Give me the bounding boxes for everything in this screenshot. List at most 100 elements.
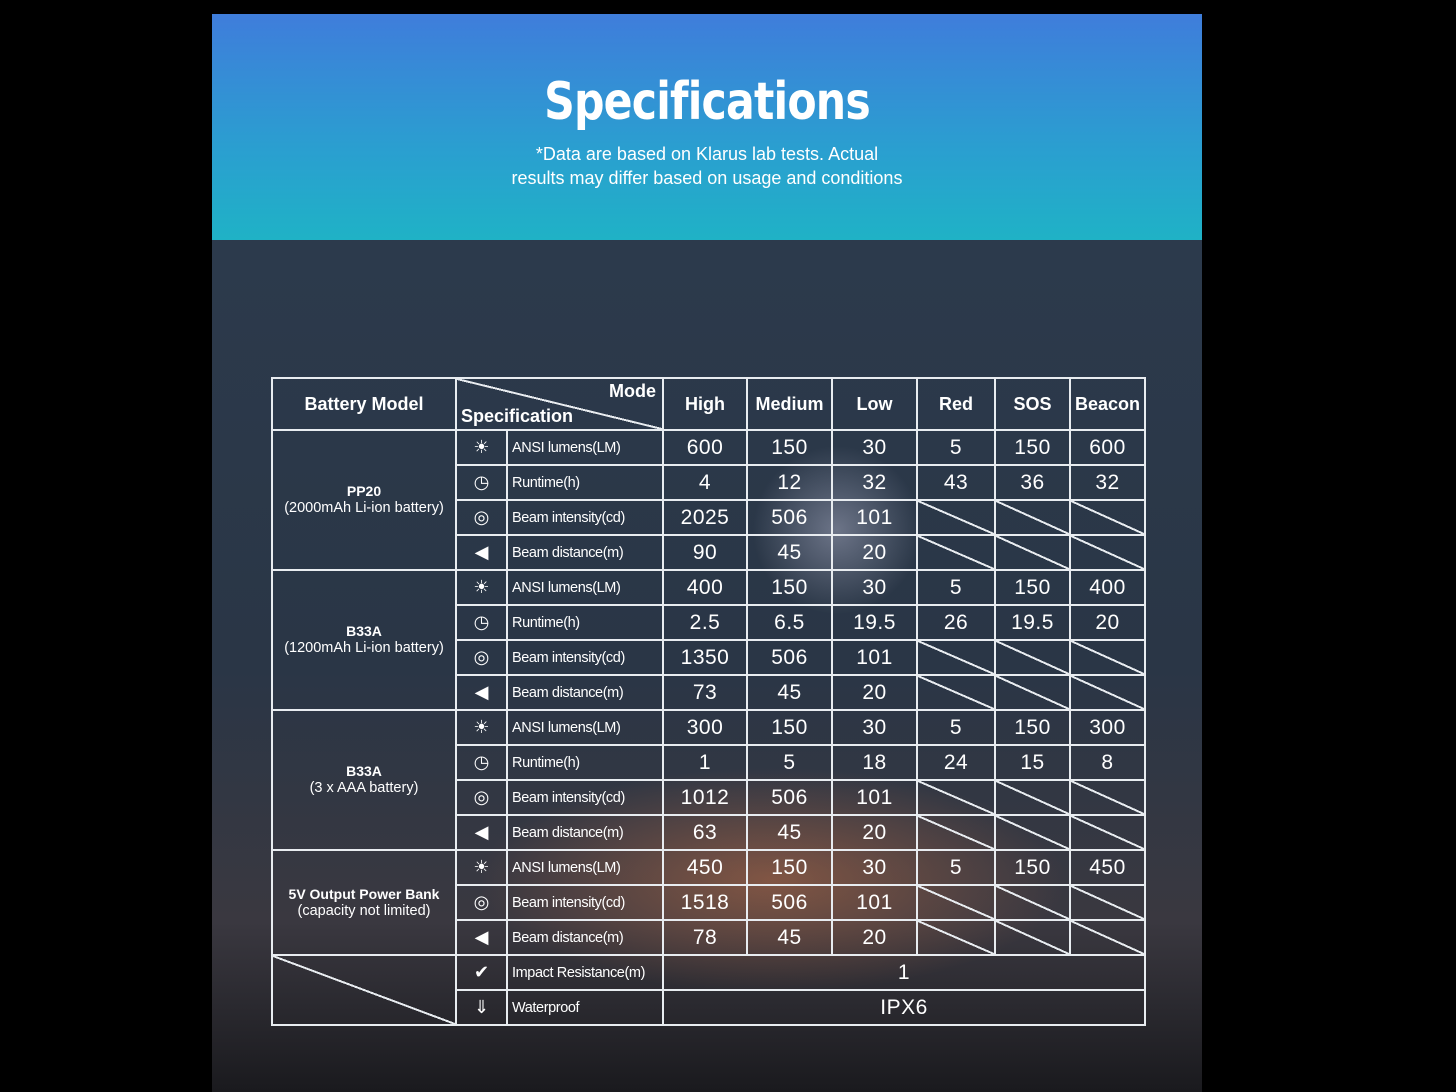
spec-label: Beam intensity(cd) [506, 884, 664, 921]
battery-name: B33A [346, 763, 382, 779]
value-cell: 5 [916, 569, 996, 606]
battery-model-cell: 5V Output Power Bank (capacity not limite… [271, 849, 457, 956]
value-cell: 30 [831, 849, 918, 886]
mode-header: SOS [994, 377, 1071, 431]
mode-header: Low [831, 377, 918, 431]
subtitle: *Data are based on Klarus lab tests. Act… [212, 142, 1202, 190]
spec-label: ANSI lumens(LM) [506, 569, 664, 606]
value-cell: IPX6 [662, 989, 1146, 1026]
subtitle-line: results may differ based on usage and co… [511, 168, 903, 188]
value-cell: 24 [916, 744, 996, 781]
sunburst-icon: ☀ [455, 709, 508, 746]
not-applicable-cell [994, 884, 1071, 921]
value-cell: 400 [1069, 569, 1146, 606]
spec-table: Battery Model Mode Specification High Me… [271, 377, 1146, 1026]
value-cell: 600 [1069, 429, 1146, 466]
value-cell: 150 [994, 849, 1071, 886]
mode-header: High [662, 377, 748, 431]
value-cell: 1012 [662, 779, 748, 816]
value-cell: 36 [994, 464, 1071, 501]
value-cell: 8 [1069, 744, 1146, 781]
beam-distance-icon: ◀ [455, 674, 508, 711]
impact-check-icon: ✔ [455, 954, 508, 991]
table-row: ◀ Beam distance(m) 78 45 20 [272, 919, 1146, 956]
value-cell: 400 [662, 569, 748, 606]
table-row: ◎ Beam intensity(cd) 1518 506 101 [272, 884, 1146, 921]
value-cell: 4 [662, 464, 748, 501]
spec-label: Waterproof [506, 989, 664, 1026]
value-cell: 506 [746, 884, 833, 921]
sunburst-icon: ☀ [455, 569, 508, 606]
battery-name: PP20 [346, 483, 382, 499]
value-cell: 20 [831, 814, 918, 851]
not-applicable-cell [994, 499, 1071, 536]
battery-model-cell: B33A (3 x AAA battery) [271, 709, 457, 851]
spec-label: ANSI lumens(LM) [506, 709, 664, 746]
not-applicable-cell [916, 499, 996, 536]
header-row: Battery Model Mode Specification High Me… [271, 377, 1146, 431]
not-applicable-cell [1069, 919, 1146, 956]
value-cell: 20 [831, 919, 918, 956]
value-cell: 150 [994, 569, 1071, 606]
value-cell: 150 [994, 429, 1071, 466]
value-cell: 101 [831, 884, 918, 921]
not-applicable-cell [994, 639, 1071, 676]
spec-label: Beam distance(m) [506, 814, 664, 851]
spec-label: Runtime(h) [506, 744, 664, 781]
sunburst-icon: ☀ [455, 429, 508, 466]
value-cell: 506 [746, 639, 833, 676]
value-cell: 30 [831, 569, 918, 606]
value-cell: 32 [1069, 464, 1146, 501]
value-cell: 101 [831, 499, 918, 536]
value-cell: 73 [662, 674, 748, 711]
value-cell: 5 [916, 709, 996, 746]
spec-label: Beam distance(m) [506, 919, 664, 956]
target-icon: ◎ [455, 884, 508, 921]
value-cell: 150 [746, 569, 833, 606]
spec-label: Beam distance(m) [506, 674, 664, 711]
spec-label: Impact Resistance(m) [506, 954, 664, 991]
battery-name: 5V Output Power Bank [288, 885, 440, 902]
not-applicable-cell [994, 674, 1071, 711]
not-applicable-cell [1069, 884, 1146, 921]
general-row: ⇓ Waterproof IPX6 [272, 989, 1146, 1026]
value-cell: 18 [831, 744, 918, 781]
not-applicable-cell [994, 814, 1071, 851]
subtitle-line: *Data are based on Klarus lab tests. Act… [535, 144, 879, 164]
spec-label: ANSI lumens(LM) [506, 849, 664, 886]
table-row: ◷ Runtime(h) 1 5 18 24 15 8 [272, 744, 1146, 781]
not-applicable-cell [1069, 499, 1146, 536]
not-applicable-cell [1069, 534, 1146, 571]
not-applicable-cell [916, 779, 996, 816]
value-cell: 15 [994, 744, 1071, 781]
header-banner: Specifications *Data are based on Klarus… [212, 14, 1202, 240]
spec-label: ANSI lumens(LM) [506, 429, 664, 466]
spec-label: Beam intensity(cd) [506, 499, 664, 536]
not-applicable-cell [1069, 814, 1146, 851]
battery-detail: (3 x AAA battery) [309, 780, 419, 796]
table-row: ◀ Beam distance(m) 63 45 20 [272, 814, 1146, 851]
table-row: B33A (1200mAh Li-ion battery) ☀ ANSI lumens… [271, 569, 1146, 711]
mode-header: Medium [746, 377, 833, 431]
clock-icon: ◷ [455, 604, 508, 641]
not-applicable-cell [916, 814, 996, 851]
sunburst-icon: ☀ [455, 849, 508, 886]
value-cell: 45 [746, 674, 833, 711]
not-applicable-cell [916, 639, 996, 676]
value-cell: 6.5 [746, 604, 833, 641]
value-cell: 150 [994, 709, 1071, 746]
clock-icon: ◷ [455, 464, 508, 501]
table-row: ◀ Beam distance(m) 90 45 20 [272, 534, 1146, 571]
spec-label: Beam distance(m) [506, 534, 664, 571]
spec-label: Beam intensity(cd) [506, 639, 664, 676]
mode-label: Mode [609, 381, 656, 401]
spec-label: Runtime(h) [506, 604, 664, 641]
value-cell: 12 [746, 464, 833, 501]
value-cell: 5 [916, 849, 996, 886]
spec-label: Beam intensity(cd) [506, 779, 664, 816]
value-cell: 150 [746, 849, 833, 886]
table-row: ◷ Runtime(h) 4 12 32 43 36 32 [272, 464, 1146, 501]
value-cell: 43 [916, 464, 996, 501]
value-cell: 450 [662, 849, 748, 886]
table-row: ◀ Beam distance(m) 73 45 20 [272, 674, 1146, 711]
